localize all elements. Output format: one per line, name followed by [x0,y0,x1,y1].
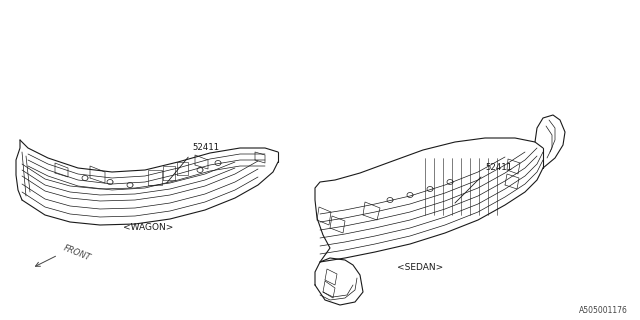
Text: <SEDAN>: <SEDAN> [397,263,443,273]
Text: 52411: 52411 [192,143,219,152]
Text: 52411: 52411 [485,163,512,172]
Text: A505001176: A505001176 [579,306,628,315]
Text: FRONT: FRONT [62,244,92,262]
Text: <WAGON>: <WAGON> [123,223,173,233]
